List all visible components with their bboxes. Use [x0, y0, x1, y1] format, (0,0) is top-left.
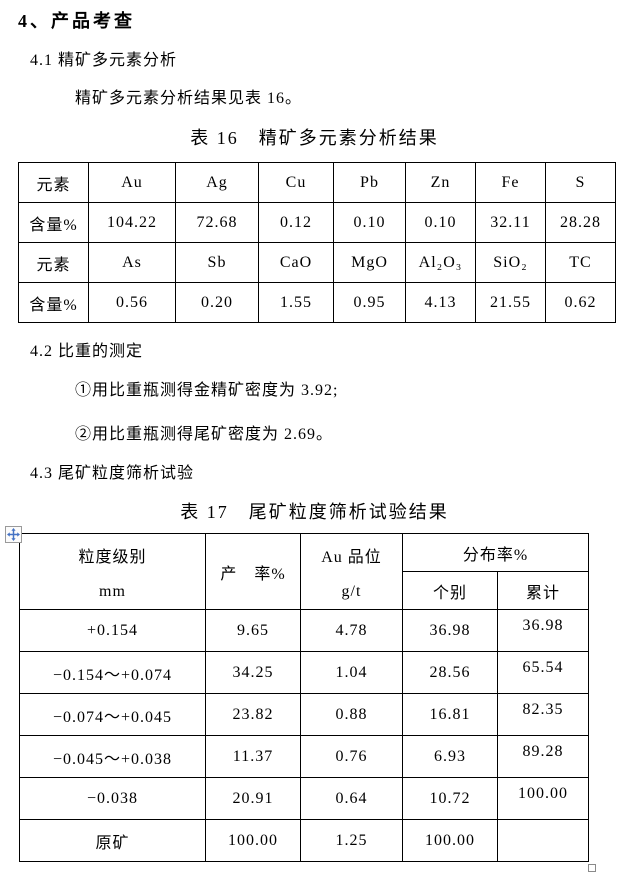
table-cell: 10.72: [402, 777, 498, 820]
table-cell: SiO₂: [475, 242, 546, 283]
table-cell: 4.78: [300, 609, 403, 652]
table-row: 含量% 104.22 72.68 0.12 0.10 0.10 32.11 28…: [18, 202, 616, 243]
table-cell: 36.98: [497, 609, 589, 652]
table-cell: CaO: [258, 242, 334, 283]
section-4-2-item-2: ②用比重瓶测得尾矿密度为 2.69。: [75, 426, 334, 443]
table-cell: 72.68: [175, 202, 259, 243]
table-cell: 100.00: [205, 819, 301, 862]
table-17-caption: 表 17 尾矿粒度筛析试验结果: [180, 502, 449, 522]
table-cell: 28.28: [545, 202, 616, 243]
table-move-handle[interactable]: [5, 526, 22, 543]
table-cell: 9.65: [205, 609, 301, 652]
header-grade-unit: g/t: [341, 582, 362, 600]
table-row: −0.074～+0.045 23.82 0.88 16.81 82.35: [19, 693, 589, 736]
table-cell: 0.62: [545, 282, 616, 323]
table-cell: 23.82: [205, 693, 301, 736]
table-cell: 21.55: [475, 282, 546, 323]
table-cell: 6.93: [402, 735, 498, 778]
table-cell: 1.25: [300, 819, 403, 862]
page-title: 4、产品考查: [18, 11, 135, 31]
table-cell: 89.28: [497, 735, 589, 778]
table-header-subrow: 个别 累计: [20, 571, 589, 610]
table-cell: 20.91: [205, 777, 301, 820]
table-cell: 100.00: [402, 819, 498, 862]
table-cell: 0.12: [258, 202, 334, 243]
table-header-row: 粒度级别 mm 产 率% Au 品位 g/t 分布率%: [19, 533, 589, 610]
table-cell: 原矿: [19, 819, 206, 862]
table-cell: Fe: [475, 162, 546, 203]
table-cell: Pb: [333, 162, 406, 203]
table-cell: 1.04: [300, 651, 403, 694]
header-size-label: 粒度级别: [78, 548, 147, 566]
table-16-multielement-analysis: 元素 Au Ag Cu Pb Zn Fe S 含量% 104.22 72.68 …: [18, 162, 616, 323]
header-cell-grade: Au 品位 g/t: [300, 533, 403, 610]
header-cell-distribution: 分布率%: [402, 533, 589, 572]
table-cell: 含量%: [18, 282, 89, 323]
table-row: −0.154～+0.074 34.25 1.04 28.56 65.54: [19, 651, 589, 694]
table-cell: 元素: [18, 242, 89, 283]
table-row: −0.038 20.91 0.64 10.72 100.00: [19, 777, 589, 820]
table-cell: 元素: [18, 162, 89, 203]
section-4-2-heading: 4.2 比重的测定: [30, 343, 144, 360]
table-cell: 16.81: [402, 693, 498, 736]
table-row: +0.154 9.65 4.78 36.98 36.98: [19, 609, 589, 652]
section-4-2-item-1: ①用比重瓶测得金精矿密度为 3.92;: [75, 382, 339, 399]
table-cell: Cu: [258, 162, 334, 203]
table-cell: 含量%: [18, 202, 89, 243]
table-cell: Ag: [175, 162, 259, 203]
table-cell: 32.11: [475, 202, 546, 243]
table-17-screen-analysis: 粒度级别 mm 产 率% Au 品位 g/t 分布率% 个别 累计 +0.154…: [19, 533, 589, 862]
table-cell: S: [545, 162, 616, 203]
table-cell: 0.95: [333, 282, 406, 323]
table-cell: 65.54: [497, 651, 589, 694]
table-cell: 104.22: [88, 202, 176, 243]
move-arrows-icon: [7, 528, 20, 541]
table-cell: MgO: [333, 242, 406, 283]
header-cell-cumulative: 累计: [497, 571, 589, 610]
table-cell: 1.55: [258, 282, 334, 323]
header-cell-size-class: 粒度级别 mm: [19, 533, 206, 610]
table-cell: −0.038: [19, 777, 206, 820]
table-row: 含量% 0.56 0.20 1.55 0.95 4.13 21.55 0.62: [18, 282, 616, 323]
table-cell: [497, 819, 589, 862]
table-cell: 28.56: [402, 651, 498, 694]
header-size-unit: mm: [99, 582, 126, 600]
table-row: 原矿 100.00 1.25 100.00: [19, 819, 589, 862]
table-cell: 0.56: [88, 282, 176, 323]
table-row: −0.045～+0.038 11.37 0.76 6.93 89.28: [19, 735, 589, 778]
table-cell: Sb: [175, 242, 259, 283]
table-cell: TC: [545, 242, 616, 283]
table-cell: 4.13: [405, 282, 476, 323]
table-cell: 0.76: [300, 735, 403, 778]
table-cell: 0.64: [300, 777, 403, 820]
table-cell: +0.154: [19, 609, 206, 652]
table-cell: Zn: [405, 162, 476, 203]
table-cell: 0.20: [175, 282, 259, 323]
table-cell: As: [88, 242, 176, 283]
table-cell: 36.98: [402, 609, 498, 652]
table-cell: Au: [88, 162, 176, 203]
table-cell: 100.00: [497, 777, 589, 820]
header-cell-individual: 个别: [402, 571, 498, 610]
table-cell: 0.88: [300, 693, 403, 736]
section-4-3-heading: 4.3 尾矿粒度筛析试验: [30, 465, 195, 482]
table-cell: −0.154～+0.074: [19, 651, 206, 694]
header-grade-label: Au 品位: [321, 548, 382, 566]
table-row: 元素 Au Ag Cu Pb Zn Fe S: [18, 162, 616, 203]
section-4-1-paragraph: 精矿多元素分析结果见表 16。: [75, 90, 303, 107]
table-cell: 82.35: [497, 693, 589, 736]
table-cell: 0.10: [333, 202, 406, 243]
table-cell: 34.25: [205, 651, 301, 694]
section-4-1-heading: 4.1 精矿多元素分析: [30, 52, 178, 69]
header-cell-yield: 产 率%: [205, 533, 301, 610]
table-cell: −0.045～+0.038: [19, 735, 206, 778]
table-cell: 0.10: [405, 202, 476, 243]
table-row: 元素 As Sb CaO MgO Al₂O₃ SiO₂ TC: [18, 242, 616, 283]
table-cell: −0.074～+0.045: [19, 693, 206, 736]
table-cell: Al₂O₃: [405, 242, 476, 283]
table-16-caption: 表 16 精矿多元素分析结果: [190, 128, 439, 148]
table-cell: 11.37: [205, 735, 301, 778]
